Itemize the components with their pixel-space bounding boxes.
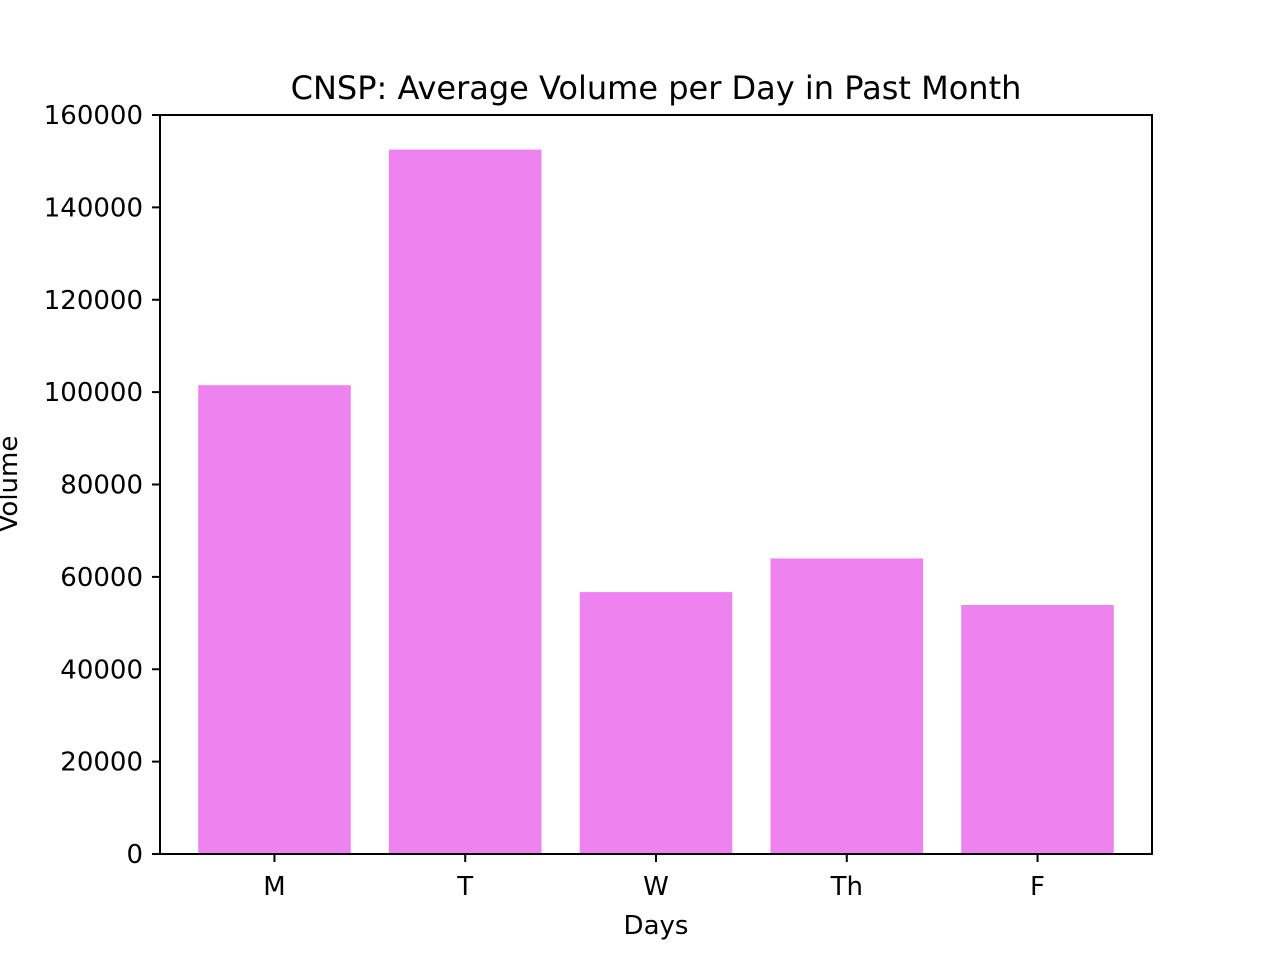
y-tick-label: 60000 [60,563,143,593]
y-tick-label: 20000 [60,748,143,778]
y-tick-label: 100000 [44,378,143,408]
bar-t [388,149,542,855]
x-tick-label: M [263,872,285,902]
y-tick-label: 40000 [60,655,143,685]
bars-group [198,149,1114,855]
y-tick-label: 0 [126,840,143,870]
x-axis-label: Days [624,911,689,941]
y-axis-ticks: 0 20000 40000 60000 80000 100000 120000 140000 1… [44,101,160,870]
plot-area-frame [159,114,1153,855]
x-tick-label: W [643,872,669,902]
x-tick-label: F [1030,872,1045,902]
bar-m [198,385,351,854]
y-tick-label: 80000 [60,471,143,501]
x-tick-label: T [456,872,473,902]
bar-th [770,558,924,854]
y-tick-label: 120000 [44,286,143,316]
y-tick-label: 140000 [44,193,143,223]
x-tick-label: Th [830,872,863,902]
bar-f [961,605,1114,854]
x-axis-ticks: M T W Th F [263,854,1045,902]
y-tick-label: 160000 [44,101,143,131]
y-axis-label: Volume [0,436,24,533]
chart-title: CNSP: Average Volume per Day in Past Mon… [291,69,1022,107]
bar-w [579,592,733,854]
